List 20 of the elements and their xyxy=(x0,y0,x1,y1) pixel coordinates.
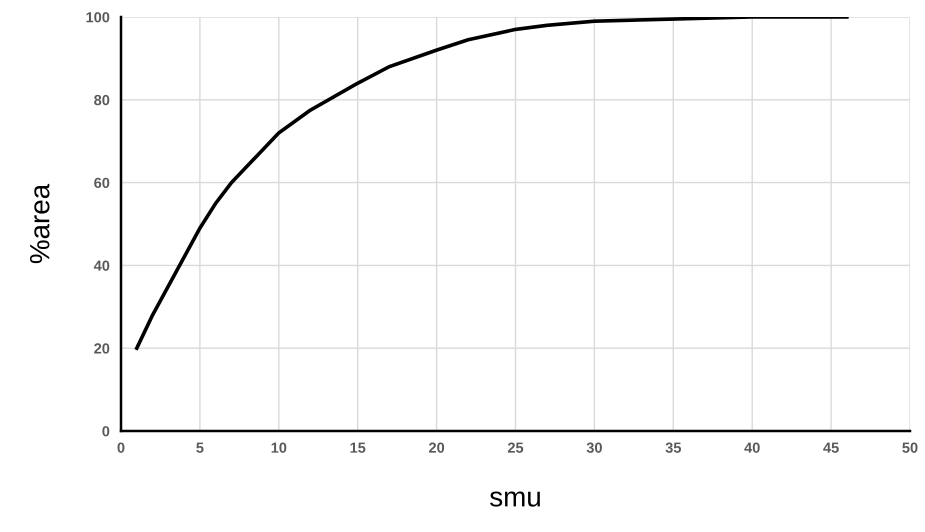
y-tick-label: 20 xyxy=(94,343,110,354)
x-tick-label: 25 xyxy=(508,442,524,453)
y-axis-title: %area xyxy=(30,184,50,264)
x-tick-label: 30 xyxy=(586,442,602,453)
x-tick-label: 35 xyxy=(666,442,682,453)
x-tick-label: 20 xyxy=(428,442,444,453)
x-tick-label: 50 xyxy=(902,442,918,453)
y-tick-label: 100 xyxy=(86,12,110,22)
x-tick-label: 40 xyxy=(744,442,760,453)
y-tick-label: 60 xyxy=(94,178,110,188)
y-tick-label: 40 xyxy=(94,260,110,271)
y-tick-label: 0 xyxy=(102,426,110,436)
x-tick-label: 5 xyxy=(196,442,204,453)
x-axis-title: smu xyxy=(490,491,540,507)
x-tick-label: 10 xyxy=(272,442,286,453)
line-series xyxy=(134,17,849,350)
y-tick-label: 80 xyxy=(94,94,110,106)
x-tick-label: 45 xyxy=(823,442,839,453)
x-tick-label: 15 xyxy=(350,442,366,453)
x-tick-label: 0 xyxy=(118,442,124,453)
